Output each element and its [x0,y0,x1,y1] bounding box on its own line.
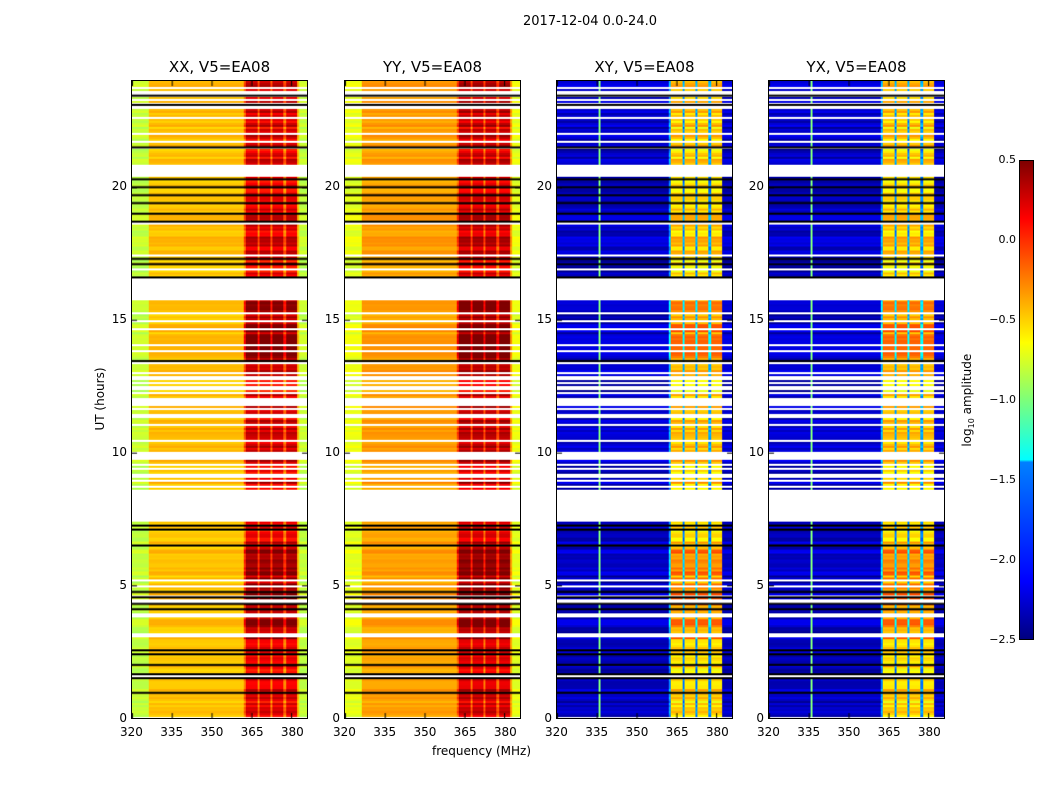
x-tick-label: 350 [413,725,437,739]
heatmap-image [557,81,732,718]
y-tick-label: 10 [748,444,764,459]
x-tick-label: 380 [705,725,729,739]
figure-title: 2017-12-04 0.0-24.0 [523,14,657,29]
x-tick-label: 380 [917,725,941,739]
panel-title: YY, V5=EA08 [382,58,483,76]
x-axis-label: frequency (MHz) [432,744,532,758]
colorbar-tick-label: −1.0 [989,393,1016,406]
colorbar [1019,160,1034,640]
panel-title: XY, V5=EA08 [594,58,695,76]
y-tick-label: 15 [111,311,127,326]
y-tick-label: 15 [536,311,552,326]
y-tick-label: 5 [332,577,340,592]
colorbar-tick-label: 0.5 [998,153,1017,166]
x-tick-label: 350 [625,725,649,739]
x-tick-label: 350 [837,725,861,739]
x-tick-label: 335 [160,725,184,739]
y-tick-label: 5 [119,577,127,592]
x-tick-label: 365 [240,725,264,739]
colorbar-tick-label: 0.0 [998,233,1017,246]
heatmap-panel-0 [131,80,308,719]
y-tick-label: 10 [324,444,340,459]
y-tick-label: 5 [756,577,764,592]
heatmap-panel-2 [556,80,733,719]
y-tick-label: 10 [111,444,127,459]
x-tick-label: 365 [665,725,689,739]
x-tick-label: 365 [453,725,477,739]
y-tick-label: 5 [544,577,552,592]
heatmap-image [132,81,307,718]
y-axis-label: UT (hours) [93,367,107,431]
x-tick-label: 350 [200,725,224,739]
heatmap-image [769,81,944,718]
x-tick-label: 320 [757,725,780,739]
heatmap-image [345,81,520,718]
heatmap-panel-1 [344,80,521,719]
y-tick-label: 0 [756,711,764,725]
colorbar-tick-label: −0.5 [989,313,1016,326]
y-tick-label: 15 [748,311,764,326]
y-tick-label: 20 [536,178,552,193]
y-tick-label: 15 [324,311,340,326]
colorbar-tick-label: −2.0 [989,553,1016,566]
panel-title: YX, V5=EA08 [806,58,907,76]
x-tick-label: 320 [333,725,356,739]
y-tick-label: 20 [111,178,127,193]
x-tick-label: 380 [280,725,304,739]
x-tick-label: 320 [120,725,143,739]
y-tick-label: 0 [544,711,552,725]
y-tick-label: 10 [536,444,552,459]
panel-title: XX, V5=EA08 [168,58,271,76]
colorbar-tick-label: −2.5 [989,633,1016,646]
x-tick-label: 335 [797,725,821,739]
heatmap-panel-3 [768,80,945,719]
y-tick-label: 20 [748,178,764,193]
x-tick-label: 335 [373,725,397,739]
colorbar-tick-label: −1.5 [989,473,1016,486]
x-tick-label: 380 [493,725,517,739]
x-tick-label: 320 [545,725,568,739]
y-tick-label: 20 [324,178,340,193]
y-tick-label: 0 [332,711,340,725]
x-tick-label: 335 [585,725,609,739]
x-tick-label: 365 [877,725,901,739]
colorbar-label: log10 amplitude [959,353,977,447]
y-tick-label: 0 [119,711,127,725]
